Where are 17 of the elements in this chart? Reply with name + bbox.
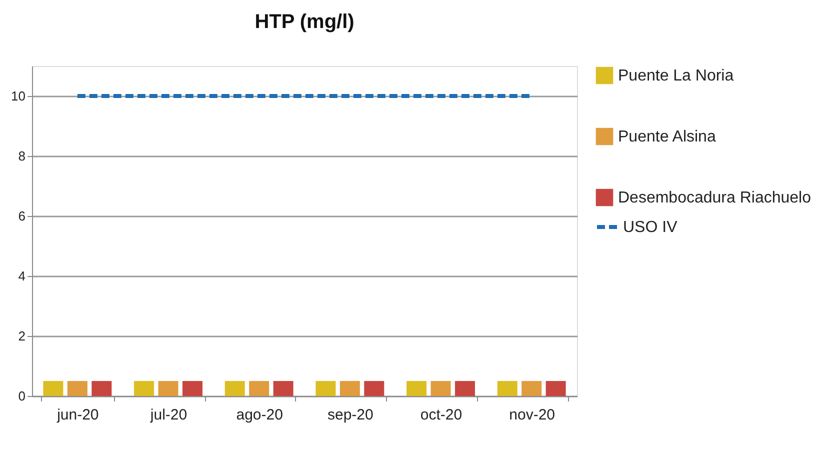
x-tick-label: jul-20 — [149, 406, 188, 424]
x-tick-label: ago-20 — [236, 406, 283, 424]
legend-label: Desembocadura Riachuelo — [618, 190, 812, 206]
y-tick-label: 4 — [18, 268, 26, 284]
legend-label: USO IV — [623, 219, 678, 236]
legend-label: Puente Alsina — [618, 128, 716, 146]
x-tick-label: jun-20 — [56, 406, 99, 424]
y-tick-label: 0 — [18, 388, 26, 404]
y-tick-label: 10 — [11, 88, 26, 104]
y-tick-label: 6 — [18, 208, 26, 224]
legend-label: Puente La Noria — [618, 68, 734, 84]
y-tick-label: 2 — [18, 328, 26, 344]
y-tick-label: 8 — [18, 148, 26, 164]
x-tick-label: oct-20 — [420, 406, 462, 424]
x-tick-label: nov-20 — [509, 406, 556, 424]
chart-title: HTP (mg/l) — [254, 11, 354, 33]
x-tick-label: sep-20 — [327, 406, 374, 424]
